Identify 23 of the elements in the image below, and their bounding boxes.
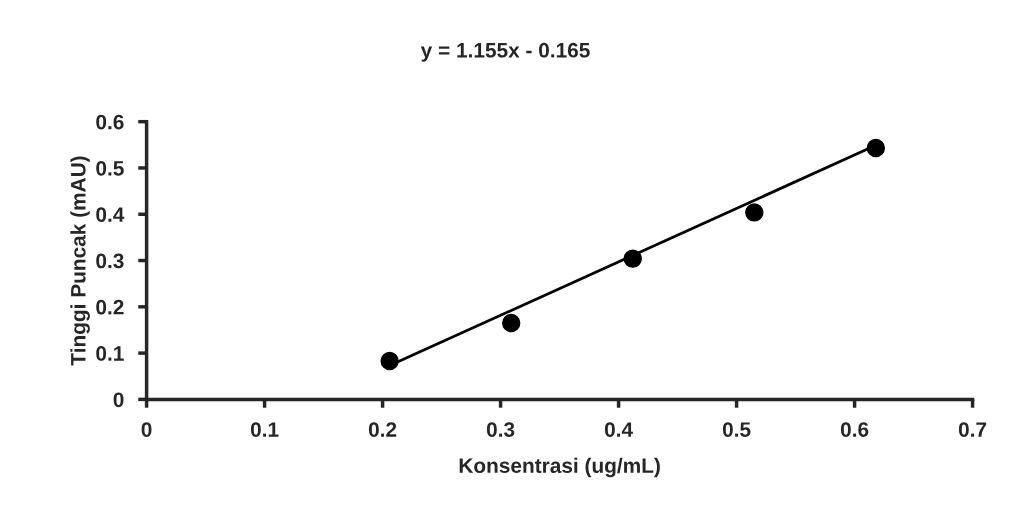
x-axis-title: Konsentrasi (ug/mL) (459, 457, 660, 478)
x-tick-label: 0.6 (840, 422, 869, 437)
point (502, 313, 521, 333)
y-tick-label: 0.2 (96, 299, 124, 315)
x-tick-label: 0.5 (722, 422, 751, 437)
y-tick-label: 0.5 (96, 160, 124, 176)
chart-title: y = 1.155x - 0.165 (420, 42, 590, 62)
x-tick-label: 0.7 (958, 422, 987, 437)
x-tick-label: 0.3 (486, 422, 515, 437)
y-tick-label: 0 (113, 392, 124, 408)
y-axis-title: Tinggi Puncak (mAU) (70, 156, 90, 366)
y-tick-label: 0.4 (96, 207, 125, 222)
point (623, 249, 642, 268)
y-tick-label: 0.3 (96, 253, 124, 269)
point (380, 351, 399, 371)
x-tick-label: 0.4 (604, 422, 633, 437)
y-tick-label: 0.6 (96, 114, 124, 130)
x-tick-label: 0 (141, 422, 152, 437)
x-tick-label: 0.1 (250, 422, 279, 437)
point (866, 138, 886, 158)
y-tick-label: 0.1 (96, 346, 124, 361)
x-tick-label: 0.2 (368, 422, 397, 437)
point (745, 203, 764, 222)
